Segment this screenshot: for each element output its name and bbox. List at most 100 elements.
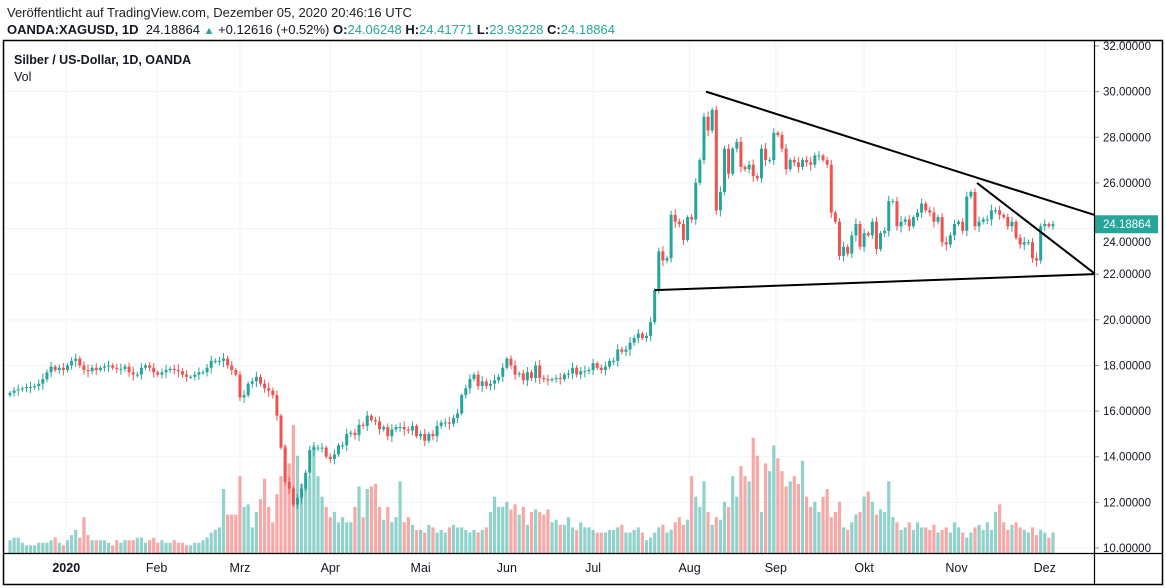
volume-bar — [369, 486, 373, 553]
volume-bar — [111, 545, 115, 553]
volume-bar — [903, 527, 907, 553]
candle-body — [624, 349, 628, 352]
volume-bar — [57, 542, 61, 553]
volume-bar — [550, 522, 554, 553]
volume-bar — [82, 517, 86, 553]
volume-bar — [534, 509, 538, 553]
candle-body — [332, 454, 336, 460]
volume-bar — [665, 532, 669, 553]
volume-bar — [53, 537, 57, 553]
candle-body — [201, 372, 205, 374]
candle-body — [29, 387, 33, 389]
candle-body — [677, 221, 681, 224]
candle-body — [883, 230, 887, 234]
volume-bar — [37, 542, 41, 553]
candle-body — [944, 242, 948, 245]
volume-bar — [501, 506, 505, 553]
symbol-name: OANDA:XAGUSD, 1D — [7, 22, 139, 37]
volume-bar — [497, 506, 501, 553]
volume-bar — [977, 524, 981, 553]
trend-lines[interactable] — [654, 90, 1095, 292]
candle-body — [710, 109, 714, 131]
candle-body — [131, 372, 135, 375]
volume-bar — [587, 527, 591, 553]
volume-bar — [932, 524, 936, 553]
volume-bar — [16, 537, 20, 553]
volume-bar — [488, 512, 493, 553]
volume-bar — [961, 532, 965, 553]
volume-bar — [669, 529, 673, 553]
volume-bar — [509, 509, 513, 553]
volume-bar — [661, 524, 665, 553]
volume-bar — [1002, 522, 1006, 553]
volume-bar — [698, 506, 702, 553]
volume-bar — [443, 532, 447, 553]
volume-bar — [887, 481, 891, 553]
price-axis[interactable]: 32.00000 30.00000 28.00000 26.00000 24.00000… — [1094, 41, 1158, 555]
candle-body — [1010, 221, 1014, 227]
candle-body — [640, 333, 644, 339]
volume-bar — [115, 540, 119, 553]
candle-body — [369, 415, 373, 421]
candle-body — [406, 429, 410, 431]
candle-body — [488, 383, 492, 386]
volume-bar — [907, 522, 911, 553]
candle-body — [353, 432, 357, 436]
volume-bar — [1034, 535, 1039, 553]
volume-bar — [341, 517, 345, 553]
volume-bar — [86, 535, 90, 553]
candle-body — [308, 449, 312, 473]
price-tick-label: 12.00000 — [1103, 497, 1151, 509]
candle-body — [357, 424, 361, 436]
volume-bar — [895, 522, 899, 553]
candle-body — [616, 349, 620, 361]
volume-bar — [595, 532, 599, 553]
candle-body — [464, 388, 468, 396]
volume-bar — [484, 527, 488, 553]
volume-bar — [41, 542, 45, 553]
candle-body — [957, 221, 961, 224]
candle-body — [628, 342, 632, 350]
candle-body — [41, 379, 45, 384]
candle-body — [825, 160, 829, 165]
volume-bar — [636, 527, 640, 553]
candle-body — [842, 246, 846, 256]
volume-bar — [554, 519, 558, 553]
candle-body — [985, 219, 989, 221]
candle-body — [378, 421, 382, 430]
volume-bar — [160, 540, 164, 553]
candle-body — [690, 217, 694, 220]
volume-bar — [102, 540, 107, 553]
volume-bar — [928, 529, 932, 553]
volume-bar — [780, 471, 784, 553]
trend-line — [705, 90, 1095, 216]
volume-bar — [419, 529, 423, 553]
candle-body — [505, 358, 509, 368]
candle-body — [788, 160, 792, 170]
volume-bar — [353, 506, 357, 553]
candle-body — [977, 221, 981, 227]
candle-body — [759, 148, 763, 179]
low-label: L: — [476, 22, 490, 37]
candle-body — [472, 374, 476, 380]
volume-bar — [952, 522, 957, 553]
candle-body — [965, 196, 969, 231]
candle-body — [234, 370, 238, 375]
volume-bar — [714, 517, 718, 553]
volume-bar — [427, 524, 431, 553]
volume-bar — [184, 545, 189, 553]
volume-bar — [262, 478, 267, 553]
candle-body — [1030, 242, 1034, 259]
time-tick-label: Dez — [1034, 561, 1056, 575]
volume-bar — [866, 491, 870, 553]
candle-body — [382, 427, 386, 430]
volume-bar — [558, 524, 562, 553]
time-axis[interactable]: 2020 Feb Mrz Apr Mai Jun Jul Aug Sep Okt Nov Dez — [52, 561, 1056, 575]
volume-bar — [685, 519, 690, 553]
volume-bar — [431, 527, 435, 553]
volume-bar — [205, 537, 209, 553]
volume-bars — [8, 425, 1055, 553]
price-tick-label: 18.00000 — [1103, 360, 1151, 372]
candle-body — [197, 372, 201, 375]
